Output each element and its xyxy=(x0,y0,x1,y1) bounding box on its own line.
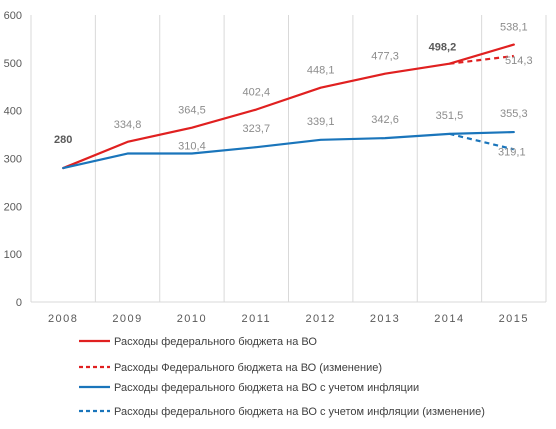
y-tick-label: 0 xyxy=(16,297,22,309)
data-label: 319,1 xyxy=(498,146,526,158)
series-line-3 xyxy=(62,130,515,170)
x-tick-label: 2012 xyxy=(305,313,335,325)
series-line-1 xyxy=(62,43,515,170)
data-label: 355,3 xyxy=(500,108,528,120)
x-tick-label: 2015 xyxy=(499,313,529,325)
data-label: 364,5 xyxy=(178,105,206,117)
data-label: 323,7 xyxy=(243,123,271,135)
data-label: 498,2 xyxy=(429,42,457,54)
data-label: 402,4 xyxy=(243,87,271,99)
legend-label: Расходы федерального бюджета на ВО с уче… xyxy=(114,406,485,418)
data-label: 448,1 xyxy=(307,65,335,77)
series-lines xyxy=(62,43,515,170)
x-tick-label: 2008 xyxy=(48,313,78,325)
y-tick-label: 300 xyxy=(4,154,22,166)
data-label: 310,4 xyxy=(178,141,206,153)
data-label: 280 xyxy=(54,134,72,146)
legend-label: Расходы Федерального бюджета на ВО (изме… xyxy=(114,362,382,374)
data-labels: 280 334,8 364,5 402,4 448,1 477,3 498,2 538,1 51… xyxy=(54,22,533,159)
legend-label: Расходы федерального бюджета на ВО с уче… xyxy=(114,382,419,394)
x-tick-label: 2011 xyxy=(241,313,271,325)
x-tick-label: 2009 xyxy=(112,313,142,325)
y-tick-label: 400 xyxy=(4,106,22,118)
data-label: 514,3 xyxy=(505,55,533,67)
y-axis-ticks: 0 100 200 300 400 500 600 xyxy=(4,10,22,309)
series-line-2 xyxy=(449,54,514,65)
series-line-4 xyxy=(449,132,515,151)
gridlines xyxy=(30,15,547,302)
data-label: 339,1 xyxy=(307,116,335,128)
x-tick-label: 2010 xyxy=(177,313,207,325)
data-label: 342,6 xyxy=(371,114,399,126)
x-tick-label: 2013 xyxy=(370,313,400,325)
y-tick-label: 600 xyxy=(4,10,22,22)
data-label: 334,8 xyxy=(114,119,142,131)
x-tick-label: 2014 xyxy=(434,313,464,325)
legend-label: Расходы федерального бюджета на ВО xyxy=(114,336,317,348)
y-tick-label: 500 xyxy=(4,58,22,70)
data-label: 538,1 xyxy=(500,22,528,34)
data-label: 477,3 xyxy=(371,51,399,63)
y-tick-label: 200 xyxy=(4,201,22,213)
legend: Расходы федерального бюджета на ВО Расход… xyxy=(79,336,485,418)
y-tick-label: 100 xyxy=(4,249,22,261)
x-axis-ticks: 2008 2009 2010 2011 2012 2013 2014 2015 xyxy=(48,313,529,325)
data-label: 351,5 xyxy=(436,110,464,122)
